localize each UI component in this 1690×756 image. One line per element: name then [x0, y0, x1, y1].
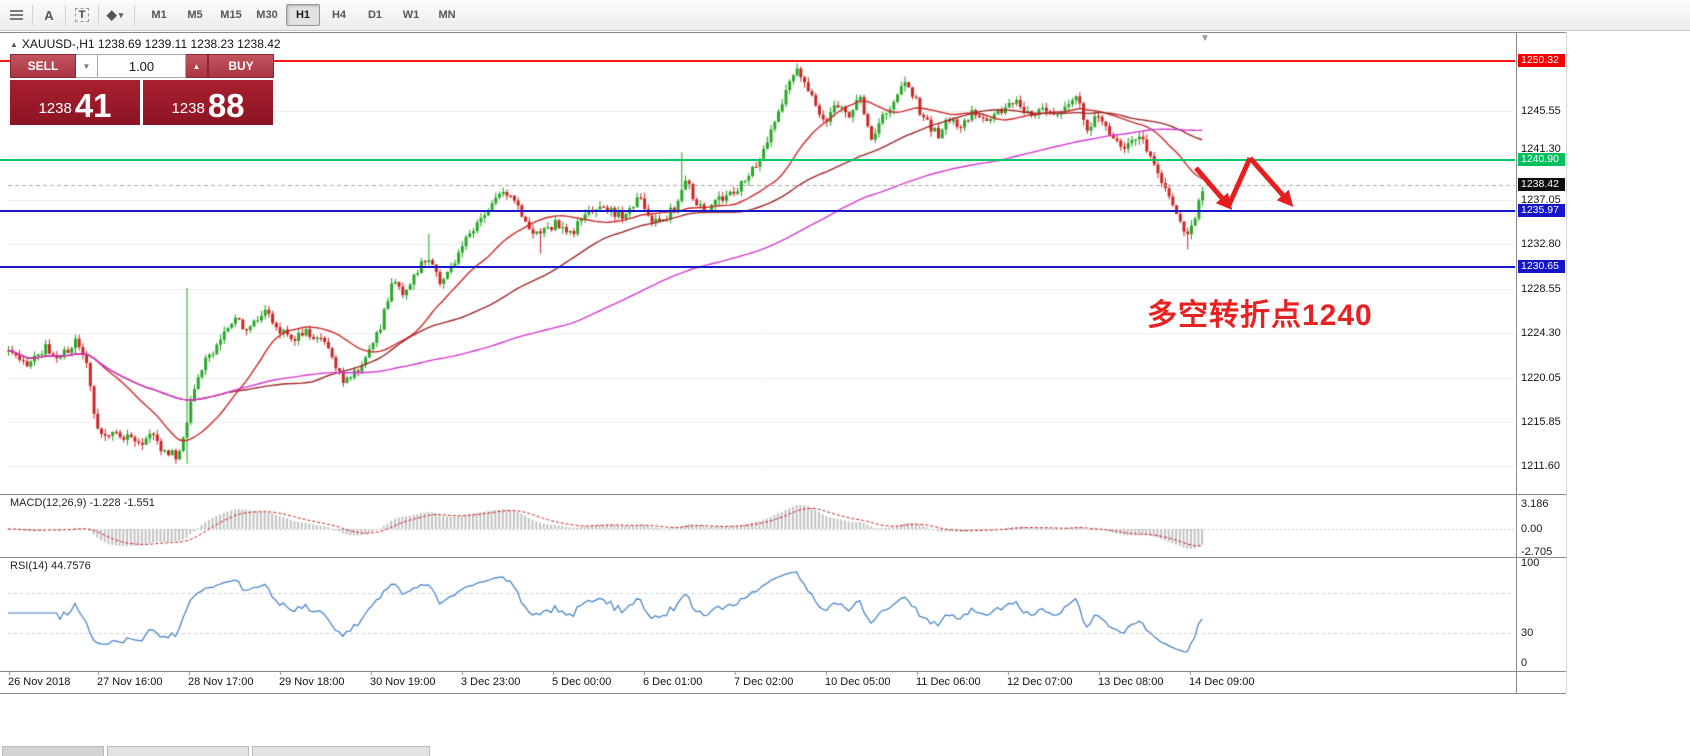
sell-button[interactable]: SELL	[10, 54, 76, 78]
timeframe-m1[interactable]: M1	[151, 9, 167, 21]
symbol-triangle-icon: ▲	[10, 39, 18, 49]
price-scale-label: 1211.60	[1521, 459, 1560, 472]
tool-icon-group: A T ◆ ▾	[0, 0, 131, 30]
macd-label: MACD(12,26,9) -1.228 -1.551	[10, 497, 155, 509]
time-axis-border	[0, 671, 1566, 672]
cursor-tool-icon[interactable]: A	[44, 7, 54, 23]
window-right-edge	[1566, 32, 1567, 693]
horizontal-line-support-1235[interactable]	[0, 210, 1515, 213]
volume-spin-up-icon[interactable]: ▲	[186, 54, 208, 78]
timeframe-m30[interactable]: M30	[256, 9, 278, 21]
timeframe-h1[interactable]: H1	[286, 4, 320, 26]
time-axis-label: 7 Dec 02:00	[734, 676, 794, 688]
price-scale-label: 1220.05	[1521, 371, 1561, 384]
macd-scale-label: -2.705	[1521, 546, 1553, 558]
time-axis-label: 3 Dec 23:00	[461, 676, 521, 688]
price-scale-label: 1215.85	[1521, 415, 1561, 428]
time-axis-label: 11 Dec 06:00	[916, 676, 981, 688]
chart-header: ▲ XAUUSD-,H1 1238.69 1239.11 1238.23 123…	[10, 37, 281, 51]
bid-price-label: 1238.42	[1518, 178, 1565, 192]
price-scale-label: 1245.55	[1521, 104, 1561, 117]
time-axis-label: 6 Dec 01:00	[643, 676, 703, 688]
text-label-tool-icon[interactable]: T	[69, 3, 95, 27]
price-label-pivot-1240: 1240.90	[1518, 152, 1565, 166]
time-axis-label: 5 Dec 00:00	[552, 676, 612, 688]
bottom-strip	[0, 694, 1690, 756]
time-axis-label: 10 Dec 05:00	[825, 676, 891, 688]
price-scale-label: 1237.05	[1521, 193, 1561, 206]
charts-menu-icon[interactable]	[3, 3, 29, 27]
one-click-price-row: 1238 41 1238 88	[10, 80, 274, 125]
ask-price-button[interactable]: 1238 88	[143, 80, 273, 125]
bid-price-button[interactable]: 1238 41	[10, 80, 140, 125]
toolbar-separator	[98, 5, 99, 25]
bid-price-pips: 41	[74, 87, 112, 124]
time-axis-label: 30 Nov 19:00	[370, 676, 436, 688]
annotation-text[interactable]: 多空转折点1240	[1147, 299, 1373, 332]
price-label-support-1235: 1235.97	[1518, 204, 1565, 218]
one-click-top-row: SELL ▼ 1.00 ▲ BUY	[10, 54, 274, 78]
time-axis-label: 12 Dec 07:00	[1007, 676, 1073, 688]
time-axis-label: 14 Dec 09:00	[1189, 676, 1255, 688]
toolbar: A T ◆ ▾ M1 M5 M15 M30 H1 H4 D1 W1 MN	[0, 0, 1690, 31]
shapes-tool-icon[interactable]: ◆ ▾	[106, 7, 124, 22]
rsi-scale-label: 0	[1521, 657, 1528, 669]
bottom-tab-stub[interactable]	[107, 746, 249, 756]
timeframe-m5[interactable]: M5	[187, 9, 203, 21]
macd-scale-label: 3.186	[1521, 498, 1549, 510]
chart-top-border	[0, 32, 1566, 33]
bottom-tab-stub[interactable]	[2, 746, 104, 756]
time-axis-label: 28 Nov 17:00	[188, 676, 254, 688]
toolbar-separator	[32, 5, 33, 25]
ask-price-pips: 88	[207, 87, 245, 124]
toolbar-separator	[65, 5, 66, 25]
price-label-support-1230: 1230.65	[1518, 259, 1565, 273]
timeframe-d1[interactable]: D1	[367, 9, 383, 21]
volume-dropdown-icon[interactable]: ▼	[76, 54, 98, 78]
chart-shift-marker-icon[interactable]: ▼	[1200, 33, 1210, 44]
price-axis-border	[1516, 32, 1517, 693]
one-click-trading-panel: SELL ▼ 1.00 ▲ BUY 1238 41 1238 88	[10, 54, 274, 125]
buy-button[interactable]: BUY	[208, 54, 274, 78]
rsi-pane-splitter[interactable]	[0, 557, 1566, 558]
rsi-scale-label: 100	[1521, 557, 1540, 569]
time-axis-label: 13 Dec 08:00	[1098, 676, 1164, 688]
timeframe-w1[interactable]: W1	[402, 9, 420, 21]
chart-header-text: XAUUSD-,H1 1238.69 1239.11 1238.23 1238.…	[21, 37, 281, 51]
dropdown-caret-icon: ▾	[118, 9, 124, 20]
ask-price-main: 1238	[171, 100, 205, 117]
price-label-resistance-1250: 1250.32	[1518, 54, 1565, 67]
bottom-tab-stub[interactable]	[252, 746, 430, 756]
horizontal-line-resistance-1250[interactable]	[0, 60, 1515, 62]
bid-price-main: 1238	[38, 100, 72, 117]
macd-pane-splitter[interactable]	[0, 494, 1566, 495]
time-axis-label: 27 Nov 16:00	[97, 676, 163, 688]
volume-input[interactable]: 1.00	[98, 54, 186, 78]
menu-lines-glyph	[9, 10, 23, 20]
toolbar-separator	[134, 5, 135, 25]
price-scale-label: 1232.80	[1521, 238, 1561, 251]
rsi-scale-label: 30	[1521, 627, 1534, 639]
rsi-label: RSI(14) 44.7576	[10, 560, 91, 572]
window-bottom-border	[0, 693, 1566, 694]
horizontal-line-pivot-1240[interactable]	[0, 158, 1515, 161]
timeframe-m15[interactable]: M15	[220, 9, 242, 21]
price-scale-label: 1224.30	[1521, 327, 1561, 340]
text-glyph: T	[74, 8, 90, 22]
time-axis-label: 29 Nov 18:00	[279, 676, 345, 688]
price-scale-label: 1228.55	[1521, 282, 1561, 295]
timeframe-group: M1 M5 M15 M30 H1 H4 D1 W1 MN	[138, 0, 468, 30]
timeframe-h4[interactable]: H4	[331, 9, 347, 21]
macd-scale-label: 0.00	[1521, 523, 1543, 535]
time-axis-label: 26 Nov 2018	[8, 676, 71, 688]
timeframe-mn[interactable]: MN	[438, 9, 456, 21]
price-scale-label: 1241.30	[1521, 143, 1561, 156]
horizontal-line-support-1230[interactable]	[0, 265, 1515, 268]
